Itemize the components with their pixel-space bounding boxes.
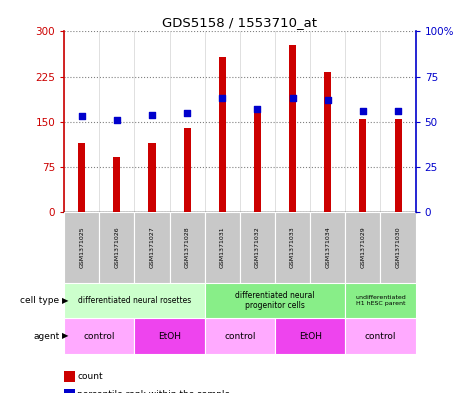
Text: GSM1371034: GSM1371034 (325, 227, 330, 268)
Bar (380, 212, 416, 283)
Text: GSM1371033: GSM1371033 (290, 227, 295, 268)
Bar (345, 212, 380, 283)
Bar (205, 212, 240, 283)
Point (324, 97, 332, 103)
Point (183, 110, 191, 116)
Text: EtOH: EtOH (299, 332, 322, 340)
Bar (219, 57, 226, 212)
Text: agent: agent (33, 332, 59, 340)
Text: differentiated neural rosettes: differentiated neural rosettes (78, 296, 191, 305)
Point (78, 113, 86, 119)
Text: GSM1371029: GSM1371029 (361, 227, 365, 268)
Bar (275, 318, 345, 354)
Text: percentile rank within the sample: percentile rank within the sample (77, 390, 230, 393)
Point (148, 112, 156, 118)
Bar (275, 212, 310, 283)
Text: GSM1371026: GSM1371026 (114, 227, 119, 268)
Bar (149, 143, 155, 212)
Text: differentiated neural
progenitor cells: differentiated neural progenitor cells (235, 291, 315, 310)
Bar (240, 212, 275, 283)
Bar (360, 119, 366, 212)
Bar (64, 318, 134, 354)
Bar (64, 283, 205, 318)
Text: control: control (224, 332, 256, 340)
Text: EtOH: EtOH (158, 332, 181, 340)
Text: undifferentiated
H1 hESC parent: undifferentiated H1 hESC parent (355, 295, 406, 306)
Bar (170, 212, 205, 283)
Text: ▶: ▶ (62, 296, 68, 305)
Bar (114, 157, 120, 212)
Text: GSM1371025: GSM1371025 (79, 227, 84, 268)
Text: GSM1371027: GSM1371027 (150, 227, 154, 268)
Text: cell type: cell type (20, 296, 59, 305)
Text: control: control (365, 332, 396, 340)
Text: GSM1371030: GSM1371030 (396, 227, 400, 268)
Bar (99, 212, 134, 283)
Point (394, 108, 402, 114)
Bar (395, 119, 401, 212)
Text: GSM1371028: GSM1371028 (185, 227, 190, 268)
Bar (254, 107, 261, 212)
Bar (310, 212, 345, 283)
Bar (78, 143, 85, 212)
Title: GDS5158 / 1553710_at: GDS5158 / 1553710_at (162, 16, 317, 29)
Point (113, 117, 121, 123)
Text: GSM1371031: GSM1371031 (220, 227, 225, 268)
Bar (289, 45, 296, 212)
Bar (324, 72, 331, 212)
Text: control: control (84, 332, 115, 340)
Text: GSM1371032: GSM1371032 (255, 227, 260, 268)
Bar (345, 318, 416, 354)
Point (254, 106, 261, 112)
Point (289, 95, 296, 101)
Bar (134, 318, 205, 354)
Bar (64, 212, 99, 283)
Point (359, 108, 367, 114)
Bar (134, 212, 170, 283)
Bar (205, 318, 275, 354)
Point (218, 95, 226, 101)
Text: ▶: ▶ (62, 332, 68, 340)
Text: count: count (77, 372, 103, 381)
Bar (184, 128, 190, 212)
Bar (345, 283, 416, 318)
Bar (205, 283, 345, 318)
